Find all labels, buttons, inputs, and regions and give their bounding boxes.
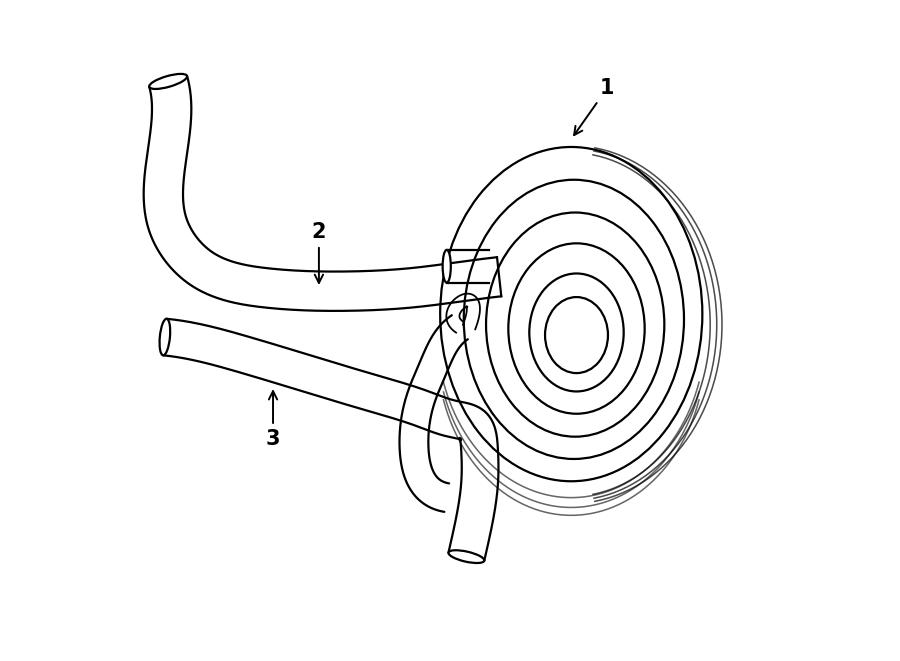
Ellipse shape xyxy=(448,550,484,563)
Ellipse shape xyxy=(159,319,170,356)
Ellipse shape xyxy=(149,74,187,89)
Text: 2: 2 xyxy=(311,222,326,283)
Ellipse shape xyxy=(443,250,451,283)
Text: 1: 1 xyxy=(574,78,615,135)
Text: 3: 3 xyxy=(266,391,280,449)
